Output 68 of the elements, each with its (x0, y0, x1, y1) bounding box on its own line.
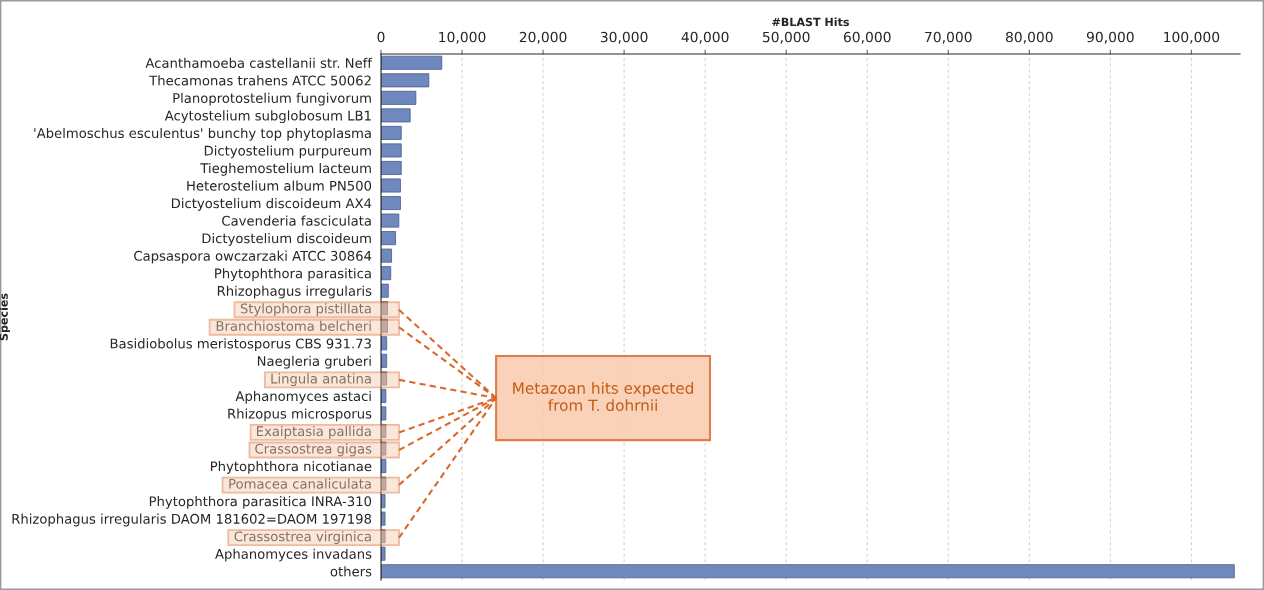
y-tick-label: Dictyostelium discoideum (202, 233, 371, 246)
bar (381, 196, 401, 211)
y-tick-label: Acytostelium subglobosum LB1 (164, 110, 371, 124)
x-tick-label: 90,000 (1086, 31, 1134, 44)
bar (381, 511, 386, 526)
y-tick-label: Rhizophagus irregularis (217, 285, 372, 299)
y-tick-label: others (330, 566, 372, 577)
x-tick-label: 100,000 (1164, 31, 1220, 44)
bar (381, 73, 430, 88)
bar (381, 459, 387, 474)
bar (381, 55, 443, 70)
bar (381, 494, 386, 509)
y-tick-label: Phytophthora parasitica INRA-310 (149, 496, 372, 509)
bar (381, 125, 402, 140)
x-tick-label: 70,000 (925, 31, 972, 44)
x-tick-label: 30,000 (600, 31, 648, 44)
bar (381, 564, 1235, 579)
y-tick-label: Phytophthora nicotianae (211, 461, 372, 474)
y-tick-label: Crassostrea gigas (255, 443, 372, 457)
bar (381, 143, 402, 158)
y-tick-label: Branchiostoma belcheri (216, 320, 371, 331)
bar (381, 388, 387, 403)
y-tick-label: Crassostrea virginica (234, 531, 371, 544)
x-tick-label: 60,000 (843, 31, 891, 44)
y-tick-label: Dictyostelium purpureum (204, 145, 371, 159)
y-tick-label: Stylophora pistillata (240, 303, 371, 316)
y-tick-label: Capsaspora owczarzaki ATCC 30864 (134, 250, 372, 264)
y-tick-label: Thecamonas trahens ATCC 50062 (149, 75, 371, 86)
y-tick-label: Aphanomyces astaci (235, 390, 371, 404)
y-tick-label: Rhizophagus irregularis DAOM 181602=DAOM 197198 (12, 513, 372, 527)
y-tick-label: Tieghemostelium lacteum (200, 162, 371, 176)
y-tick-label: Phytophthora parasitica (215, 268, 371, 281)
x-tick-label: 0 (377, 31, 385, 43)
bar (381, 441, 387, 456)
bar (381, 529, 386, 544)
y-tick-label: Cavenderia fasciculata (222, 215, 371, 226)
bar (381, 178, 401, 193)
annotation: Metazoan hits expected from T. dohrnii (513, 382, 694, 411)
x-tick-label: 40,000 (681, 31, 729, 44)
x-tick-label: 80,000 (1005, 31, 1053, 44)
x-tick-label: 20,000 (519, 31, 567, 44)
bar (381, 108, 411, 123)
x-tick-label: 10,000 (439, 31, 486, 44)
bar (381, 476, 387, 491)
x-tick-label: 50,000 (762, 31, 810, 44)
y-tick-label: Basidiobolus meristosporus CBS 931.73 (110, 338, 371, 352)
y-tick-label: Dictyostelium discoideum AX4 (171, 198, 372, 211)
bar (381, 546, 386, 561)
y-tick-label: Heterostelium album PN500 (187, 180, 372, 191)
y-tick-label: Naegleria gruberi (257, 355, 371, 369)
y-tick-label: Lingula anatina (271, 373, 371, 387)
y-tick-label: Aphanomyces invadans (215, 548, 372, 562)
y-tick-label: Exaiptasia pallida (256, 425, 371, 439)
bar (381, 423, 387, 438)
bar (381, 213, 400, 228)
bar (381, 283, 389, 298)
y-tick-label: Planoprotostelium fungivorum (173, 92, 371, 106)
x-axis-title: #BLAST Hits (772, 17, 849, 27)
bar (381, 160, 402, 175)
y-tick-label: 'Abelmoschus esculentus' bunchy top phytoplasma (34, 127, 371, 141)
y-tick-label: Acanthamoeba castellanii str. Neff (145, 57, 373, 68)
bar (381, 231, 397, 246)
y-tick-label: Pomacea canaliculata (229, 478, 371, 489)
bar (381, 248, 392, 263)
y-tick-label: Rhizopus microsporus (228, 408, 372, 422)
bar (381, 90, 417, 105)
bar (381, 406, 387, 421)
y-axis-title: Species (0, 293, 10, 341)
